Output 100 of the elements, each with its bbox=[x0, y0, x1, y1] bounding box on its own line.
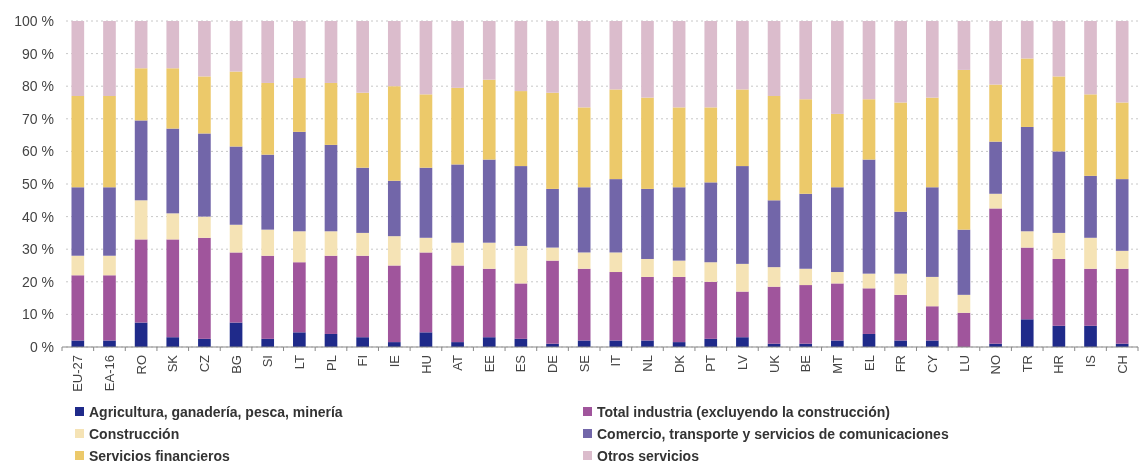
y-tick-label: 10 % bbox=[22, 306, 54, 323]
bar bbox=[261, 21, 275, 83]
bar bbox=[1020, 247, 1034, 320]
bar bbox=[103, 95, 116, 188]
bar bbox=[894, 102, 907, 212]
bar bbox=[482, 21, 496, 80]
bar bbox=[71, 340, 85, 347]
bar bbox=[704, 107, 718, 183]
bar bbox=[356, 21, 369, 93]
bar bbox=[387, 21, 401, 87]
bar bbox=[925, 276, 939, 307]
x-tick-label: CY bbox=[924, 354, 940, 374]
y-tick-label: 70 % bbox=[22, 110, 54, 127]
bar bbox=[799, 268, 813, 286]
bar bbox=[166, 337, 180, 347]
bar bbox=[862, 159, 876, 274]
x-tick-label: FI bbox=[355, 355, 371, 367]
bar bbox=[767, 267, 781, 287]
bar bbox=[482, 268, 496, 338]
y-tick-label: 20 % bbox=[22, 273, 54, 290]
bar bbox=[799, 285, 813, 344]
x-tick-label: MT bbox=[829, 354, 845, 374]
legend-label: Total industria (excluyendo la construcción) bbox=[597, 403, 891, 420]
bar bbox=[1084, 175, 1097, 238]
x-tick-label: HR bbox=[1051, 355, 1067, 374]
bar bbox=[767, 95, 781, 201]
bar bbox=[229, 224, 243, 253]
x-tick-label: IT bbox=[608, 354, 624, 367]
bar bbox=[419, 237, 433, 253]
bar bbox=[419, 252, 433, 333]
bar bbox=[831, 21, 844, 114]
bar bbox=[577, 107, 591, 188]
bar bbox=[261, 229, 275, 256]
bar bbox=[198, 133, 211, 217]
bar bbox=[641, 188, 654, 259]
bar bbox=[989, 141, 1002, 194]
bar bbox=[293, 21, 306, 79]
bar bbox=[957, 69, 971, 230]
bar bbox=[609, 179, 623, 253]
bar bbox=[1084, 268, 1097, 326]
bar bbox=[356, 337, 369, 347]
x-tick-label: PT bbox=[703, 354, 719, 372]
bar bbox=[419, 21, 433, 95]
bar bbox=[894, 340, 907, 347]
bar bbox=[957, 21, 971, 70]
bar bbox=[925, 340, 939, 347]
bar bbox=[736, 291, 749, 338]
bar bbox=[1084, 237, 1097, 269]
bar bbox=[1020, 21, 1034, 59]
x-tick-label: AT bbox=[450, 354, 466, 371]
bar bbox=[261, 255, 275, 339]
bar bbox=[1084, 94, 1097, 176]
bar bbox=[894, 21, 907, 103]
bar bbox=[736, 89, 749, 167]
bar bbox=[1115, 179, 1129, 251]
bar bbox=[1052, 232, 1066, 259]
x-tick-label: EU-27 bbox=[70, 355, 86, 392]
bar bbox=[293, 131, 306, 232]
bar bbox=[166, 213, 180, 240]
bar bbox=[1020, 319, 1034, 347]
bar bbox=[134, 21, 148, 69]
bar bbox=[71, 95, 85, 188]
bar bbox=[514, 283, 528, 339]
bar bbox=[419, 94, 433, 168]
bar bbox=[166, 128, 180, 214]
bar bbox=[1084, 325, 1097, 347]
bar bbox=[831, 187, 844, 273]
bar bbox=[577, 252, 591, 269]
bar bbox=[989, 208, 1002, 344]
bar bbox=[229, 252, 243, 323]
bar bbox=[925, 97, 939, 188]
bar bbox=[704, 281, 718, 339]
bar bbox=[324, 82, 338, 145]
bar bbox=[419, 332, 433, 347]
bar bbox=[324, 255, 338, 334]
bar bbox=[482, 242, 496, 269]
y-tick-label: 40 % bbox=[22, 208, 54, 225]
bar bbox=[704, 21, 718, 108]
x-tick-label: EL bbox=[861, 355, 877, 371]
bar bbox=[641, 97, 654, 189]
bar bbox=[799, 21, 813, 100]
bar bbox=[641, 21, 654, 98]
x-tick-label: IS bbox=[1083, 354, 1099, 368]
bar bbox=[1115, 102, 1129, 180]
bar bbox=[324, 231, 338, 256]
bar bbox=[799, 193, 813, 269]
x-tick-label: LT bbox=[291, 354, 307, 370]
x-tick-label: BE bbox=[798, 354, 814, 373]
bar bbox=[229, 21, 243, 72]
bar bbox=[387, 236, 401, 266]
bar bbox=[356, 92, 369, 168]
y-tick-label: 90 % bbox=[22, 45, 54, 62]
bar bbox=[166, 21, 180, 69]
bar bbox=[831, 113, 844, 188]
bar bbox=[103, 187, 116, 256]
bar bbox=[894, 294, 907, 341]
bar bbox=[1020, 126, 1034, 232]
bar bbox=[831, 283, 844, 341]
bar bbox=[198, 237, 211, 339]
bar bbox=[546, 21, 559, 93]
